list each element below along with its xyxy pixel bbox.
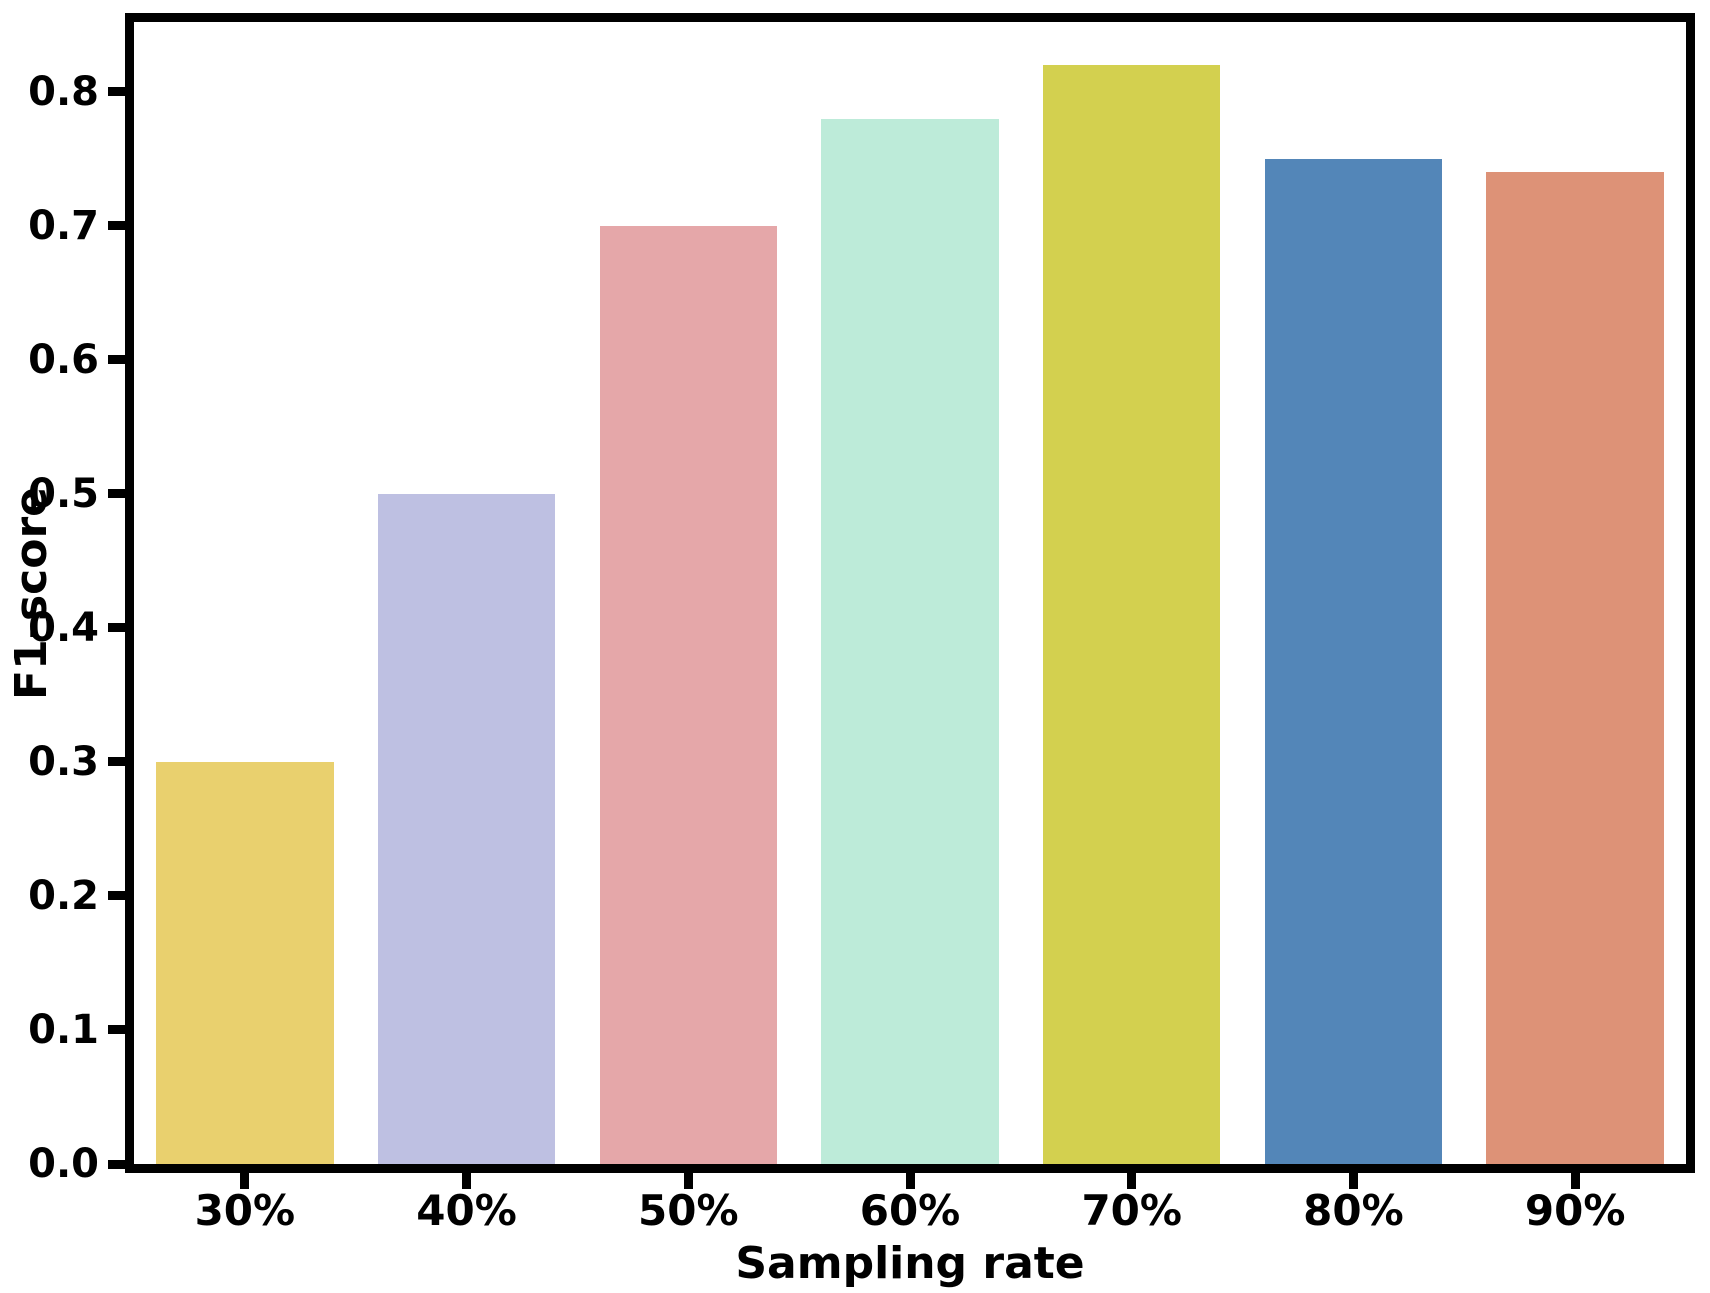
y-tick-label-0.6: 0.6	[28, 336, 99, 383]
y-tick-mark-0.6	[108, 355, 125, 365]
x-tick-label-90%: 90%	[1524, 1186, 1626, 1235]
y-tick-mark-0.0	[108, 1159, 125, 1169]
x-tick-label-40%: 40%	[416, 1186, 517, 1235]
y-tick-mark-0.2	[108, 891, 125, 901]
y-tick-mark-0.5	[108, 489, 125, 499]
y-tick-mark-0.4	[108, 623, 125, 633]
bar-90%	[1486, 172, 1664, 1164]
bar-30%	[156, 761, 334, 1164]
x-tick-mark-50%	[683, 1173, 693, 1189]
x-tick-mark-40%	[462, 1173, 472, 1189]
x-tick-label-30%: 30%	[194, 1186, 296, 1235]
y-tick-label-0.0: 0.0	[28, 1141, 99, 1187]
bar-80%	[1264, 158, 1443, 1164]
y-tick-label-0.8: 0.8	[28, 68, 99, 115]
y-axis-title-wrap: F1-score	[6, 13, 57, 1173]
y-tick-label-0.3: 0.3	[28, 738, 99, 785]
plot-area	[125, 13, 1695, 1173]
x-tick-mark-30%	[240, 1173, 250, 1189]
x-tick-label-60%: 60%	[859, 1186, 961, 1235]
y-axis-title: F1-score	[6, 486, 57, 700]
x-tick-mark-70%	[1127, 1173, 1137, 1189]
x-tick-label-80%: 80%	[1303, 1186, 1404, 1235]
x-tick-mark-80%	[1348, 1173, 1358, 1189]
y-tick-mark-0.3	[108, 757, 125, 767]
x-tick-label-50%: 50%	[638, 1186, 739, 1235]
x-axis-title: Sampling rate	[735, 1238, 1085, 1289]
bar-50%	[599, 225, 777, 1164]
y-tick-mark-0.8	[108, 87, 125, 97]
bar-60%	[821, 118, 999, 1164]
y-tick-label-0.7: 0.7	[28, 202, 99, 249]
bar-70%	[1043, 64, 1221, 1164]
y-tick-label-0.2: 0.2	[28, 872, 99, 919]
y-tick-label-0.5: 0.5	[28, 470, 99, 517]
y-tick-label-0.4: 0.4	[28, 604, 99, 651]
bars-layer	[134, 22, 1686, 1164]
x-tick-mark-90%	[1570, 1173, 1580, 1189]
x-tick-label-70%: 70%	[1081, 1186, 1182, 1235]
x-tick-mark-60%	[905, 1173, 915, 1189]
y-tick-mark-0.7	[108, 221, 125, 231]
y-tick-mark-0.1	[108, 1025, 125, 1035]
y-tick-label-0.1: 0.1	[28, 1006, 99, 1053]
bar-40%	[377, 493, 556, 1164]
